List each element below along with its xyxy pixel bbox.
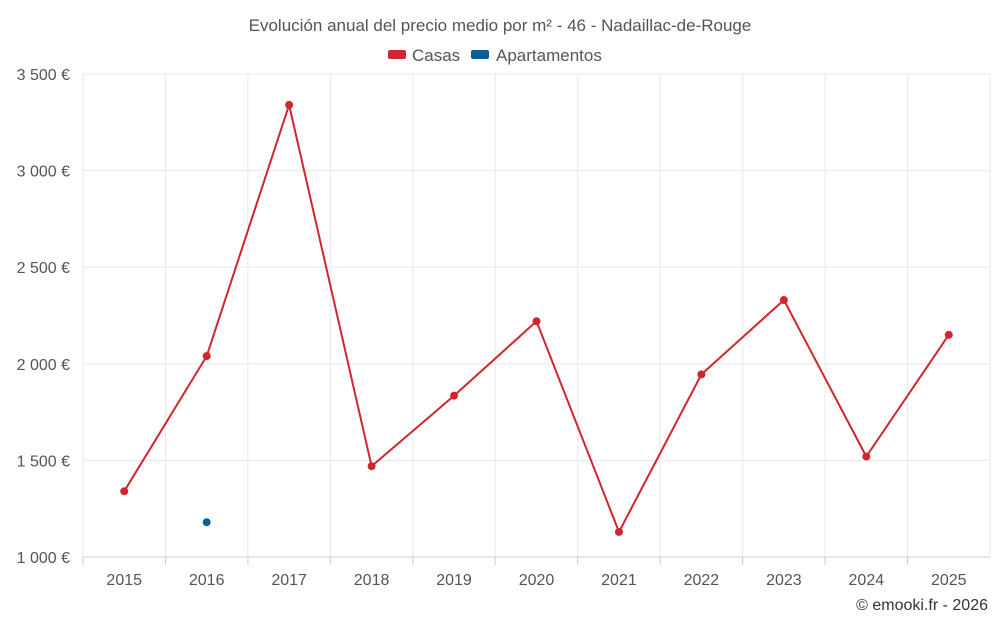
legend-item-casas[interactable]: Casas — [388, 46, 460, 65]
y-tick-label: 1 000 € — [17, 550, 70, 567]
data-point-casas[interactable] — [120, 487, 129, 496]
data-point-casas[interactable] — [202, 352, 211, 361]
data-point-casas[interactable] — [779, 296, 788, 305]
x-tick-label: 2024 — [849, 572, 885, 589]
x-tick-label: 2020 — [519, 572, 555, 589]
legend-swatch-apartamentos — [471, 50, 489, 59]
data-point-casas[interactable] — [285, 100, 294, 109]
x-tick-label: 2015 — [106, 572, 142, 589]
x-tick-label: 2018 — [354, 572, 390, 589]
y-tick-label: 3 000 € — [17, 164, 70, 181]
x-tick-label: 2023 — [766, 572, 802, 589]
axes: 1 000 € 1 500 € 2 000 € 2 500 € 3 000 € 3 500… — [17, 67, 990, 589]
legend-swatch-casas — [388, 50, 406, 59]
y-tick-label: 2 000 € — [17, 357, 70, 374]
legend-item-apartamentos[interactable]: Apartamentos — [471, 46, 602, 65]
y-tick-label: 3 500 € — [17, 67, 70, 84]
x-tick-label: 2016 — [189, 572, 225, 589]
grid — [82, 73, 991, 557]
data-point-casas[interactable] — [614, 527, 623, 536]
data-point-casas[interactable] — [450, 391, 459, 400]
chart-title: Evolución anual del precio medio por m² … — [249, 16, 752, 35]
x-tick-label: 2022 — [684, 572, 720, 589]
data-point-casas[interactable] — [532, 317, 541, 326]
x-tick-label: 2021 — [601, 572, 637, 589]
y-tick-label: 1 500 € — [17, 453, 70, 470]
legend[interactable]: Casas Apartamentos — [388, 46, 602, 65]
legend-label-apartamentos: Apartamentos — [496, 46, 602, 65]
data-point-casas[interactable] — [944, 330, 953, 339]
credit-text: © emooki.fr - 2026 — [856, 597, 988, 614]
data-point-apartamentos[interactable] — [202, 518, 211, 527]
x-tick-label: 2025 — [931, 572, 967, 589]
x-tick-label: 2019 — [436, 572, 472, 589]
data-point-casas[interactable] — [697, 370, 706, 379]
data-point-casas[interactable] — [862, 452, 871, 461]
y-tick-label: 2 500 € — [17, 260, 70, 277]
x-tick-label: 2017 — [271, 572, 307, 589]
legend-label-casas: Casas — [412, 46, 460, 65]
data-point-casas[interactable] — [367, 462, 376, 471]
series — [120, 100, 953, 536]
